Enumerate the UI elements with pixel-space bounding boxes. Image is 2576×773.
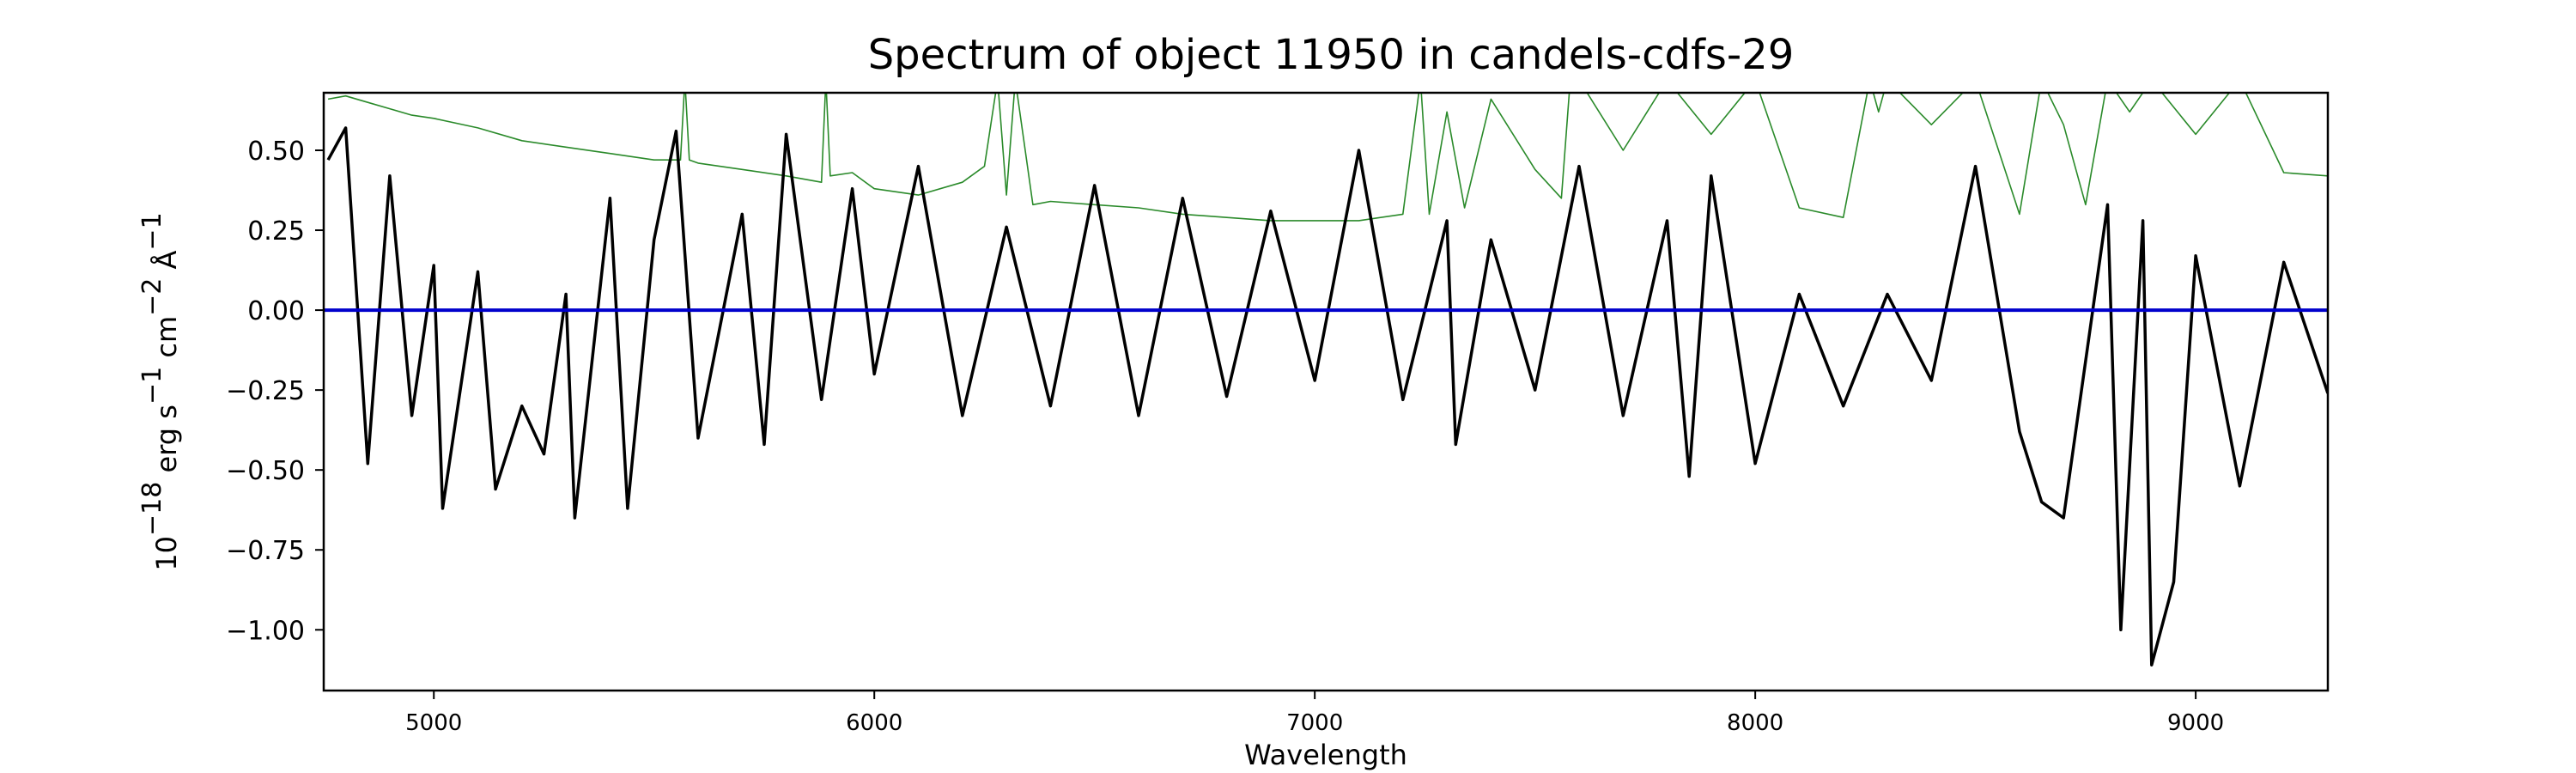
y-label-exp1: −1: [137, 367, 167, 405]
y-tick-label: −1.00: [226, 616, 305, 646]
x-tick-label: 8000: [1727, 710, 1783, 736]
x-tick-label: 6000: [846, 710, 902, 736]
y-label-unit3: Å: [150, 250, 183, 277]
y-label-unit2: cm: [150, 316, 183, 367]
y-label-exp3: −1: [137, 212, 167, 250]
x-tick-label: 5000: [405, 710, 462, 736]
x-tick-label: 7000: [1286, 710, 1343, 736]
y-axis: 0.50 0.25 0.00 −0.25 −0.50 −0.75 −1.00: [226, 137, 324, 646]
y-tick-label: −0.25: [226, 376, 305, 406]
y-label-exp2: −2: [137, 278, 167, 316]
y-tick-label: 0.50: [247, 137, 305, 167]
series-line-flux: [326, 126, 2328, 666]
y-tick-label: −0.75: [226, 536, 305, 566]
y-label-unit1: erg s: [150, 405, 183, 482]
x-axis-label: Wavelength: [1244, 739, 1407, 771]
series-line-error: [327, 93, 2328, 222]
y-label-base: 10: [150, 536, 183, 571]
y-tick-label: 0.25: [247, 216, 305, 247]
chart-title: Spectrum of object 11950 in candels-cdfs…: [868, 31, 1795, 79]
y-tick-label: 0.00: [247, 296, 305, 326]
series-layer: [324, 93, 2328, 666]
y-axis-label: 10−18 erg s−1 cm−2 Å−1: [137, 212, 183, 570]
plot-frame: [322, 91, 2330, 692]
x-axis: 5000 6000 7000 8000 9000: [405, 691, 2224, 736]
y-label-exp: −18: [137, 482, 167, 536]
y-tick-label: −0.50: [226, 456, 305, 486]
x-tick-label: 9000: [2167, 710, 2224, 736]
